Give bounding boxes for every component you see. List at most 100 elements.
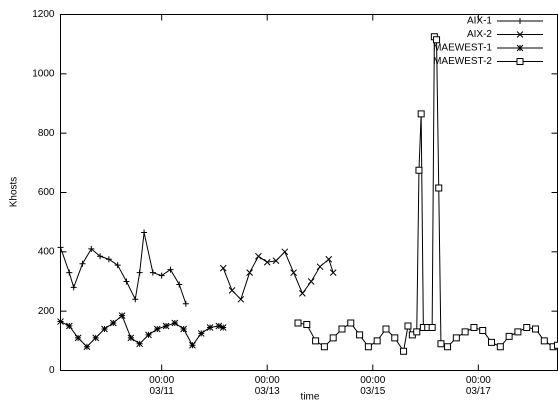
y-tick-label: 800 bbox=[38, 128, 55, 139]
point-marker bbox=[57, 244, 64, 251]
legend-marker bbox=[516, 44, 524, 52]
point-marker bbox=[74, 334, 82, 342]
legend-label: AIX-1 bbox=[467, 16, 492, 27]
point-marker bbox=[92, 334, 100, 342]
point-marker bbox=[428, 323, 436, 331]
point-marker bbox=[435, 184, 443, 192]
x-axis-label: time bbox=[301, 392, 320, 403]
point-marker bbox=[145, 331, 152, 339]
point-marker bbox=[307, 278, 315, 285]
point-marker bbox=[325, 255, 333, 263]
point-marker bbox=[66, 269, 73, 276]
point-marker bbox=[272, 257, 280, 265]
point-marker bbox=[182, 300, 189, 307]
point-marker bbox=[189, 341, 196, 349]
point-marker bbox=[79, 260, 86, 267]
y-tick-label: 600 bbox=[38, 187, 55, 198]
y-tick-label: 200 bbox=[38, 306, 55, 317]
point-marker bbox=[127, 334, 135, 342]
point-marker bbox=[505, 332, 513, 340]
point-marker bbox=[263, 258, 271, 266]
point-marker bbox=[413, 328, 421, 336]
point-marker bbox=[206, 324, 214, 331]
point-marker bbox=[219, 264, 227, 272]
point-marker bbox=[176, 281, 183, 288]
point-marker bbox=[470, 323, 478, 331]
legend-label: AIX-2 bbox=[467, 29, 492, 40]
point-marker bbox=[461, 328, 469, 336]
legend-label: MAEWEST-1 bbox=[433, 43, 492, 54]
point-marker bbox=[149, 269, 156, 276]
point-marker bbox=[153, 325, 161, 333]
point-marker bbox=[158, 272, 165, 279]
legend-marker bbox=[516, 31, 524, 38]
y-tick-label: 1200 bbox=[32, 9, 55, 20]
point-marker bbox=[136, 340, 144, 348]
x-tick-label: 00:00 03/15 bbox=[360, 374, 386, 397]
point-marker bbox=[65, 322, 73, 330]
legend-marker bbox=[516, 58, 524, 65]
point-marker bbox=[532, 325, 540, 333]
y-tick-label: 0 bbox=[49, 365, 55, 376]
point-marker bbox=[479, 326, 487, 334]
point-marker bbox=[132, 296, 139, 303]
plot-frame bbox=[60, 14, 558, 371]
point-marker bbox=[554, 341, 558, 349]
point-marker bbox=[246, 269, 253, 276]
point-marker bbox=[514, 328, 522, 336]
point-marker bbox=[356, 331, 364, 339]
point-marker bbox=[329, 334, 337, 342]
point-marker bbox=[171, 319, 179, 327]
point-marker bbox=[136, 269, 143, 276]
point-marker bbox=[290, 269, 297, 276]
y-axis-label: Khosts bbox=[9, 177, 20, 208]
point-marker bbox=[88, 245, 95, 252]
point-marker bbox=[105, 256, 112, 263]
point-marker bbox=[57, 318, 64, 325]
point-marker bbox=[281, 248, 289, 256]
point-marker bbox=[237, 295, 245, 303]
point-marker bbox=[123, 278, 130, 285]
point-marker bbox=[415, 166, 423, 174]
point-marker bbox=[228, 287, 236, 294]
point-marker bbox=[444, 343, 452, 351]
point-marker bbox=[437, 340, 445, 348]
point-marker bbox=[417, 110, 425, 118]
point-marker bbox=[400, 347, 408, 355]
point-marker bbox=[320, 343, 328, 351]
x-tick-label: 00:00 03/17 bbox=[465, 374, 491, 397]
point-marker bbox=[312, 337, 320, 345]
point-marker bbox=[219, 324, 227, 331]
point-marker bbox=[382, 325, 390, 333]
series-line bbox=[222, 250, 334, 301]
point-marker bbox=[141, 229, 148, 236]
point-marker bbox=[488, 338, 496, 346]
point-marker bbox=[373, 337, 381, 345]
legend-label: MAEWEST-2 bbox=[433, 56, 492, 67]
point-marker bbox=[109, 319, 117, 327]
x-tick-label: 00:00 03/13 bbox=[254, 374, 280, 397]
point-marker bbox=[329, 269, 337, 276]
series-line bbox=[60, 232, 187, 304]
point-marker bbox=[162, 322, 170, 330]
point-marker bbox=[364, 343, 372, 351]
point-marker bbox=[83, 343, 91, 351]
point-marker bbox=[180, 325, 188, 333]
point-marker bbox=[540, 337, 548, 345]
point-marker bbox=[167, 266, 174, 273]
point-marker bbox=[114, 262, 121, 269]
point-marker bbox=[255, 252, 262, 260]
point-marker bbox=[299, 290, 306, 297]
point-marker bbox=[303, 321, 311, 329]
point-marker bbox=[118, 312, 126, 319]
series-line bbox=[297, 35, 558, 353]
point-marker bbox=[97, 253, 104, 260]
y-tick-label: 1000 bbox=[32, 68, 55, 79]
point-marker bbox=[294, 319, 302, 327]
point-marker bbox=[197, 330, 205, 337]
point-marker bbox=[452, 334, 460, 342]
point-marker bbox=[523, 323, 531, 331]
y-tick-label: 400 bbox=[38, 246, 55, 257]
